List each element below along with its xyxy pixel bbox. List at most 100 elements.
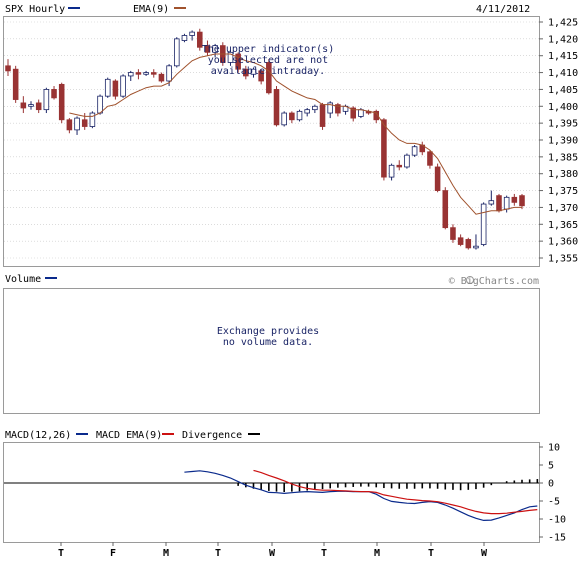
candle xyxy=(258,69,264,85)
ema-line xyxy=(69,53,522,215)
candle-body-up xyxy=(358,109,364,117)
bigcharts-logo-icon xyxy=(466,276,474,284)
intraday-notice-line-1: The upper indicator(s) xyxy=(202,44,334,55)
price-tick-label: 1,410 xyxy=(548,68,578,79)
price-tick-label: 1,395 xyxy=(548,119,578,130)
candle-body-up xyxy=(503,196,510,210)
candle xyxy=(51,86,57,100)
candle-body-down xyxy=(35,102,42,111)
candle-body-up xyxy=(281,112,287,126)
candle-body-down xyxy=(273,89,280,126)
candle xyxy=(312,104,318,114)
price-y-axis: 1,355 1,360 1,365 1,370 1,375 1,380 1,385 1,390… xyxy=(539,18,578,265)
candle xyxy=(511,193,518,206)
candle-body-down xyxy=(434,166,441,191)
candle xyxy=(404,153,410,169)
volume-panel-frame xyxy=(3,288,540,414)
chart-date: 4/11/2012 xyxy=(476,4,530,15)
intraday-notice-line-2: you selected are not xyxy=(208,55,328,66)
candle-body-down xyxy=(289,112,295,121)
candle xyxy=(427,150,433,169)
candle-body-up xyxy=(28,104,34,107)
candle xyxy=(411,145,418,157)
candle xyxy=(273,86,280,127)
candle-body-up xyxy=(404,154,410,168)
candle-body-down xyxy=(519,195,525,207)
macd-ema-line xyxy=(253,469,538,515)
candle xyxy=(112,79,119,100)
candle xyxy=(143,70,149,76)
price-tick-label: 1,370 xyxy=(548,203,578,214)
candle xyxy=(127,70,134,81)
candle-body-up xyxy=(227,51,234,63)
candle xyxy=(388,163,395,181)
candle xyxy=(173,37,180,68)
candle-body-down xyxy=(51,89,57,99)
candle xyxy=(150,69,157,78)
candle xyxy=(43,87,50,114)
candle xyxy=(20,96,27,114)
candle-body-down xyxy=(58,83,65,121)
candle-body-up xyxy=(181,35,188,41)
candle-body-down xyxy=(66,119,73,131)
candle-body-down xyxy=(457,237,464,245)
candle xyxy=(158,72,165,83)
macd-tick-label: -5 xyxy=(548,497,560,508)
candle xyxy=(465,237,472,250)
candle-body-down xyxy=(158,73,165,82)
candle xyxy=(189,30,195,41)
candle xyxy=(480,202,487,247)
candle xyxy=(104,77,111,98)
divergence-label: Divergence xyxy=(182,430,242,441)
ema-label: EMA(9) xyxy=(133,4,169,15)
candle xyxy=(266,59,272,95)
candle-body-down xyxy=(112,80,119,97)
price-panel-frame xyxy=(3,16,540,267)
x-tick-label: T xyxy=(321,548,327,559)
x-tick-label: M xyxy=(163,548,169,559)
x-tick-label: T xyxy=(58,548,64,559)
macd-y-axis: 10 5 0 -5 -10 -15 xyxy=(4,443,566,544)
candle xyxy=(304,107,310,117)
candle xyxy=(327,101,333,119)
candle xyxy=(227,50,234,66)
candle-body-up xyxy=(173,38,180,67)
candle-body-down xyxy=(81,119,88,127)
candle-body-down xyxy=(442,190,449,229)
candle xyxy=(28,101,34,110)
candle-body-down xyxy=(350,107,357,119)
macd-ema-label: MACD EMA(9) xyxy=(96,430,162,441)
candle-body-down xyxy=(150,72,157,75)
candle-body-up xyxy=(89,112,96,127)
candle-body-down xyxy=(243,68,249,77)
price-tick-label: 1,385 xyxy=(548,152,578,163)
price-tick-label: 1,415 xyxy=(548,51,578,62)
candle-body-up xyxy=(312,105,318,111)
candle xyxy=(235,52,241,73)
candle xyxy=(296,109,303,122)
x-tick-label: M xyxy=(374,548,380,559)
candle xyxy=(12,65,19,103)
x-tick-label: W xyxy=(481,548,488,559)
candle-body-up xyxy=(473,245,479,249)
candle-body-down xyxy=(335,104,341,114)
candle xyxy=(450,224,456,243)
candle-body-up xyxy=(488,200,495,205)
candle-body-down xyxy=(511,196,518,203)
candle-body-down xyxy=(258,70,264,82)
volume-message-line-2: no volume data. xyxy=(223,337,313,348)
candle xyxy=(496,193,502,213)
candle-body-up xyxy=(143,72,149,75)
candle-body-up xyxy=(480,203,487,245)
macd-label: MACD(12,26) xyxy=(5,430,71,441)
price-tick-label: 1,425 xyxy=(548,18,578,29)
candle-body-up xyxy=(97,95,103,114)
candle xyxy=(212,43,218,58)
candle xyxy=(197,28,203,51)
price-tick-label: 1,360 xyxy=(548,237,578,248)
x-tick-label: F xyxy=(110,548,116,559)
candle xyxy=(289,111,295,124)
candle xyxy=(473,234,479,250)
